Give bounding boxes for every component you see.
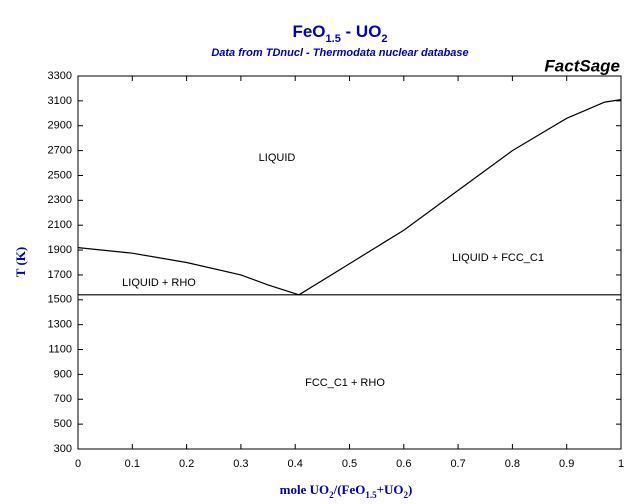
y-tick-label: 3100	[48, 95, 72, 107]
y-tick-label: 500	[54, 418, 72, 430]
subscript: 1.5	[326, 33, 341, 45]
phase-boundary	[77, 99, 622, 296]
y-tick-label: 1900	[48, 244, 72, 256]
text-part: +UO	[377, 482, 404, 497]
region-label: LIQUID	[259, 152, 296, 164]
text-part: /(FeO	[333, 482, 366, 497]
x-axis-label: mole UO2/(FeO1.5+UO2)	[280, 482, 413, 500]
region-label: LIQUID + RHO	[122, 277, 196, 289]
x-tick-label: 0.7	[450, 458, 465, 470]
chart-subtitle: Data from TDnucl - Thermodata nuclear da…	[211, 47, 468, 59]
y-tick-label: 2300	[48, 194, 72, 206]
x-tick-label: 0.9	[559, 458, 574, 470]
region-label: LIQUID + FCC_C1	[452, 252, 544, 264]
x-tick-label: 1	[618, 458, 624, 470]
y-tick-label: 2700	[48, 145, 72, 157]
y-tick-label: 900	[54, 368, 72, 380]
y-tick-label: 700	[54, 393, 72, 405]
y-tick-label: 300	[54, 443, 72, 455]
subscript: 1.5	[365, 490, 377, 500]
x-tick-label: 0.5	[342, 458, 357, 470]
x-tick-label: 0	[75, 458, 81, 470]
y-tick-label: 1100	[48, 343, 72, 355]
y-tick-label: 2900	[48, 120, 72, 132]
x-tick-label: 0.4	[288, 458, 303, 470]
x-tick-label: 0.3	[233, 458, 248, 470]
chart-title: FeO1.5 - UO2	[292, 22, 387, 44]
subscript: 2	[381, 33, 387, 45]
region-label: FCC_C1 + RHO	[305, 377, 385, 389]
y-tick-label: 1500	[48, 294, 72, 306]
x-tick-label: 0.2	[179, 458, 194, 470]
x-tick-label: 0.8	[505, 458, 520, 470]
y-tick-label: 1300	[48, 319, 72, 331]
text-part: FeO	[292, 22, 325, 41]
x-tick-label: 0.6	[396, 458, 411, 470]
subscript: 2	[329, 490, 334, 500]
y-axis-label: T (K)	[13, 247, 28, 277]
text-part: )	[408, 482, 412, 497]
y-tick-label: 1700	[48, 269, 72, 281]
y-tick-label: 2500	[48, 169, 72, 181]
y-tick-label: 2100	[48, 219, 72, 231]
x-tick-label: 0.1	[125, 458, 140, 470]
y-tick-label: 3300	[48, 70, 72, 82]
subscript: 2	[404, 490, 409, 500]
text-part: mole UO	[280, 482, 329, 497]
brand: FactSage	[544, 56, 620, 75]
text-part: - UO	[341, 22, 382, 41]
